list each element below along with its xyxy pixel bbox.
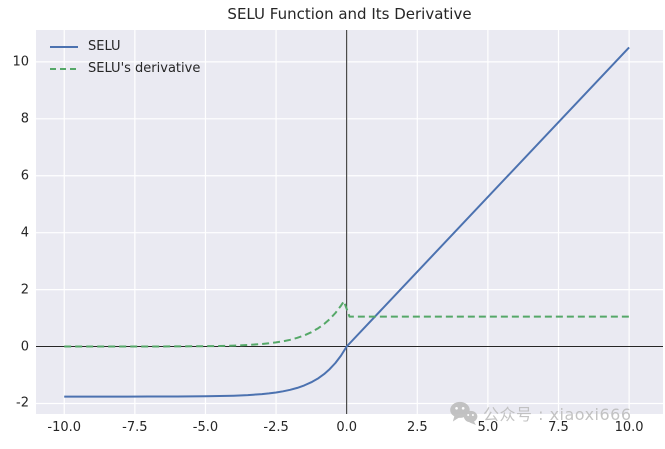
watermark: 公众号 : xiaoxi666 xyxy=(449,401,632,425)
x-tick-label: -10.0 xyxy=(47,420,82,435)
watermark-text: 公众号 : xiaoxi666 xyxy=(483,405,632,424)
x-tick-label: -2.5 xyxy=(263,420,289,435)
chart-title: SELU Function and Its Derivative xyxy=(227,5,472,23)
plot-area: SELU SELU's derivative xyxy=(36,30,663,414)
legend: SELU SELU's derivative xyxy=(49,38,200,77)
selu-derivative-line-swatch xyxy=(50,67,78,70)
legend-item-selu-derivative: SELU's derivative xyxy=(49,60,200,77)
y-tick-label: 0 xyxy=(20,339,29,355)
selu-line-swatch xyxy=(50,45,78,48)
legend-item-selu: SELU xyxy=(49,38,200,55)
y-tick-label: -2 xyxy=(16,395,29,411)
y-tick-label: 4 xyxy=(20,225,29,241)
x-tick-label: -7.5 xyxy=(122,420,148,435)
x-tick-label: 0.0 xyxy=(336,420,358,435)
legend-label-selu-derivative: SELU's derivative xyxy=(88,61,201,76)
x-tick-label: 7.5 xyxy=(548,420,569,435)
y-tick-label: 8 xyxy=(20,111,29,127)
y-tick-label: 2 xyxy=(20,282,29,298)
x-tick-label: -5.0 xyxy=(192,420,219,435)
x-tick-label: 5.0 xyxy=(477,420,499,435)
x-tick-label: 2.5 xyxy=(406,420,428,435)
y-tick-label: 6 xyxy=(20,168,29,184)
x-tick-label: 10.0 xyxy=(614,420,644,435)
y-tick-label: 10 xyxy=(12,54,29,70)
selu-curve xyxy=(64,46,630,398)
wechat-icon xyxy=(450,401,478,425)
legend-label-selu: SELU xyxy=(88,39,121,54)
selu-derivative-curve xyxy=(64,300,630,348)
